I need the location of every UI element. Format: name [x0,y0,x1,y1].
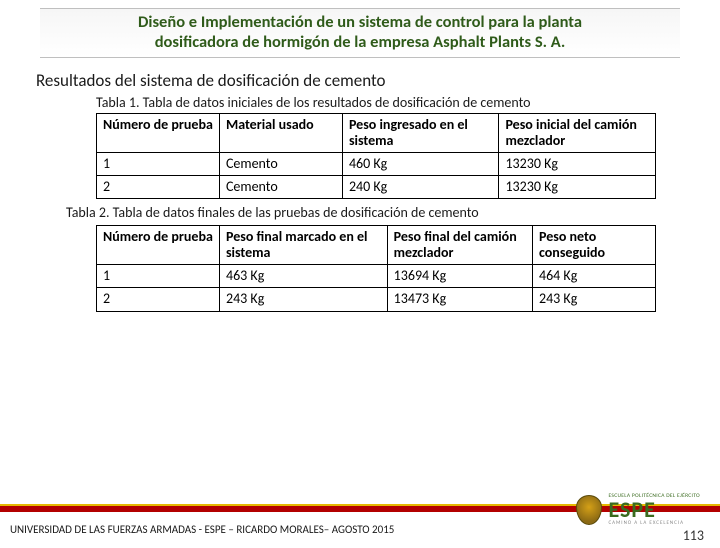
cell: 13230 Kg [499,152,656,175]
content-area: Resultados del sistema de dosificación d… [0,62,720,312]
cell: Cemento [219,152,342,175]
cell: 464 Kg [532,265,655,288]
table-1: Número de prueba Material usado Peso ing… [96,113,656,199]
table-row: 1 463 Kg 13694 Kg 464 Kg [97,265,656,288]
cell: 463 Kg [219,265,387,288]
cell: 460 Kg [342,152,499,175]
table-2: Número de prueba Peso final marcado en e… [96,225,656,311]
table2-col-0: Número de prueba [97,226,220,265]
footer-text: UNIVERSIDAD DE LAS FUERZAS ARMADAS - ESP… [10,523,394,536]
table2-col-3: Peso neto conseguido [532,226,655,265]
title-line-1: Diseño e Implementación de un sistema de… [50,13,670,33]
cell: 13694 Kg [387,265,532,288]
cell: Cemento [219,175,342,198]
cell: 13473 Kg [387,288,532,311]
cell: 2 [97,288,220,311]
table1-header-row: Número de prueba Material usado Peso ing… [97,113,656,152]
table2-col-2: Peso final del camión mezclador [387,226,532,265]
cell: 1 [97,152,220,175]
table2-caption: Tabla 2. Tabla de datos finales de las p… [66,205,626,221]
cell: 2 [97,175,220,198]
table1-col-3: Peso inicial del camión mezclador [499,113,656,152]
cell: 13230 Kg [499,175,656,198]
table1-col-2: Peso ingresado en el sistema [342,113,499,152]
slide-title: Diseño e Implementación de un sistema de… [40,8,680,58]
espe-text-block: ESCUELA POLITÉCNICA DEL EJÉRCITO ESPE CA… [608,494,700,527]
table1-caption: Tabla 1. Tabla de datos iniciales de los… [96,95,616,111]
cell: 1 [97,265,220,288]
shield-icon [576,495,602,525]
cell: 240 Kg [342,175,499,198]
table2-header-row: Número de prueba Peso final marcado en e… [97,226,656,265]
espe-tagline: CAMINO A LA EXCELENCIA [608,521,700,526]
cell: 243 Kg [219,288,387,311]
title-line-2: dosificadora de hormigón de la empresa A… [50,33,670,53]
cell: 243 Kg [532,288,655,311]
section-heading: Resultados del sistema de dosificación d… [36,70,684,91]
espe-name: ESPE [608,499,700,521]
page-number: 113 [683,527,704,544]
table-row: 2 243 Kg 13473 Kg 243 Kg [97,288,656,311]
table2-col-1: Peso final marcado en el sistema [219,226,387,265]
table-row: 1 Cemento 460 Kg 13230 Kg [97,152,656,175]
table1-col-0: Número de prueba [97,113,220,152]
espe-logo: ESCUELA POLITÉCNICA DEL EJÉRCITO ESPE CA… [576,494,700,527]
table-row: 2 Cemento 240 Kg 13230 Kg [97,175,656,198]
table1-col-1: Material usado [219,113,342,152]
